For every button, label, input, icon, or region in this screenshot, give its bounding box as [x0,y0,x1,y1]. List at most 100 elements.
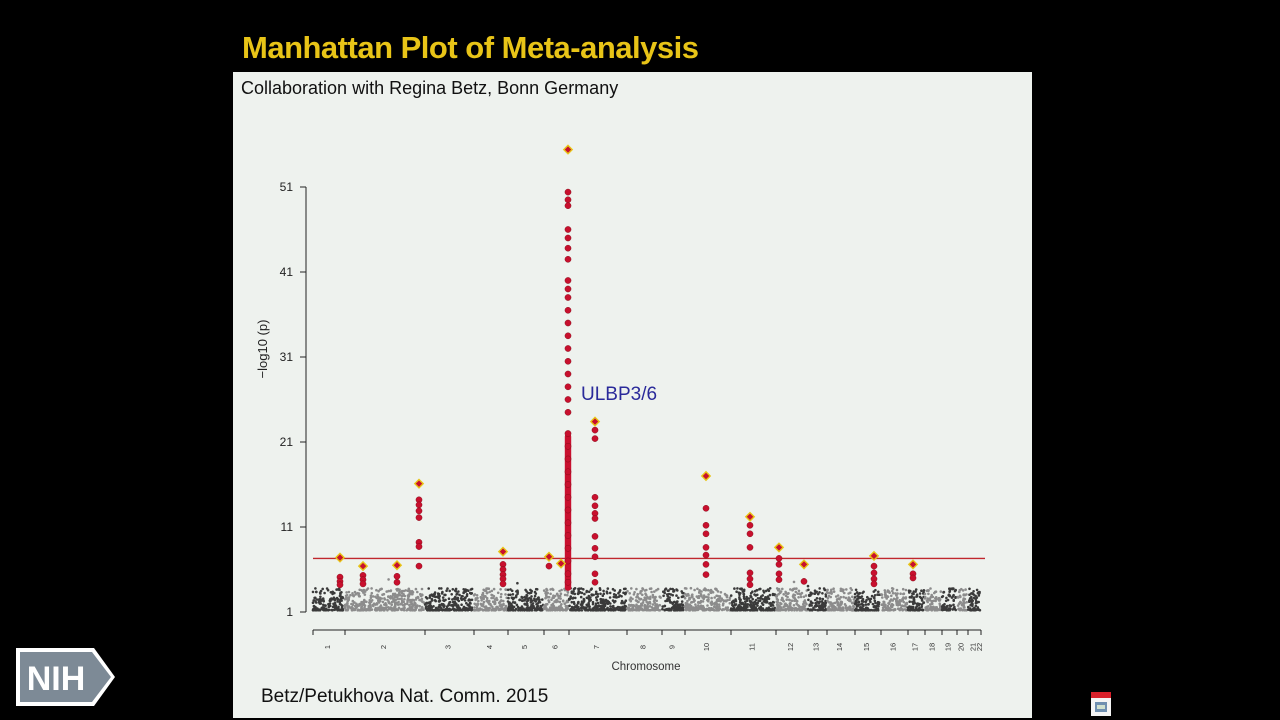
snp-point [779,605,782,609]
snp-point [540,605,543,608]
snp-point [406,589,410,592]
snp-point [833,608,837,612]
snp-point [634,608,638,612]
snp-point [648,587,652,591]
snp-point [877,590,880,594]
lead-snp-marker [391,560,403,571]
snp-point [632,607,635,611]
snp-point [910,595,914,598]
snp-point [906,606,910,610]
snp-point [490,596,493,600]
chromosome-label: 10 [702,643,711,651]
hit-point [564,493,572,501]
snp-point [684,605,688,609]
snp-point [718,605,721,608]
snp-point [887,602,890,605]
snp-point [420,587,424,591]
snp-point [620,599,624,603]
hit-point [564,226,572,233]
snp-point [826,596,830,600]
snp-point [346,606,350,609]
snp-point [911,608,915,612]
snp-point [799,593,802,596]
hit-point [870,562,878,570]
snp-point [641,587,644,590]
snp-point [895,588,899,592]
snp-point [396,589,399,592]
snp-point [758,599,762,603]
snp-point [387,578,390,581]
snp-point [798,605,802,609]
snp-point [354,604,358,608]
snp-point [968,600,971,603]
snp-point [464,608,468,611]
snp-point [653,590,656,593]
snp-point [369,596,373,600]
y-tick-label: 41 [280,265,294,279]
snp-point [779,601,782,605]
snp-point [440,608,443,612]
snp-point [448,589,451,593]
snp-point [363,606,366,609]
snp-point [845,608,848,612]
snp-point [915,593,919,596]
snp-point [699,601,702,604]
snp-point [504,588,508,591]
snp-point [670,606,674,610]
snp-point [852,605,855,609]
snp-point [441,596,445,599]
snp-point [374,595,377,599]
snp-point [609,605,612,608]
snp-point [379,607,382,610]
snp-point [456,592,459,595]
snp-point [476,596,479,600]
chart-panel: 1 11 21 31 41 51 1 2 3 4 5 6 7 8 9 10 11 12 13 14 15 16 17 18 19… [233,72,1032,718]
snp-point [712,609,716,612]
snp-point [558,589,561,593]
snp-point [434,599,437,603]
hit-point [591,578,599,586]
snp-point [902,600,905,604]
snp-point [823,603,826,606]
snp-point [331,609,334,612]
hit-point [746,575,754,583]
snp-point [491,608,495,612]
snp-point [827,594,831,598]
chromosome-label: 4 [485,645,494,649]
snp-point [728,596,732,599]
snp-point [542,607,546,610]
snp-point [968,597,972,600]
snp-point [585,590,588,594]
snp-point [972,590,975,593]
document-icon[interactable] [1091,692,1111,716]
snp-point [781,587,784,591]
snp-point [920,597,924,601]
snp-point [487,602,491,605]
snp-point [341,607,344,611]
snp-point [707,593,710,596]
snp-point [714,587,717,591]
snp-point [894,592,897,595]
snp-point [976,606,980,609]
snp-point [915,602,919,606]
snp-point [354,607,357,610]
snp-point [734,599,738,603]
snp-point [648,600,652,604]
snp-point [777,609,781,612]
snp-point [559,597,562,600]
snp-point [786,595,789,599]
snp-point [898,603,902,606]
snp-point [516,592,519,596]
snp-point [688,603,691,607]
snp-point [555,592,559,596]
snp-point [690,595,693,599]
snp-point [862,590,865,594]
snp-point [880,593,884,597]
snp-point [842,595,845,599]
snp-point [428,594,432,597]
snp-point [453,589,457,592]
snp-point [553,606,557,610]
snp-point [333,601,337,605]
snp-point [313,599,316,602]
snp-point [596,601,600,605]
